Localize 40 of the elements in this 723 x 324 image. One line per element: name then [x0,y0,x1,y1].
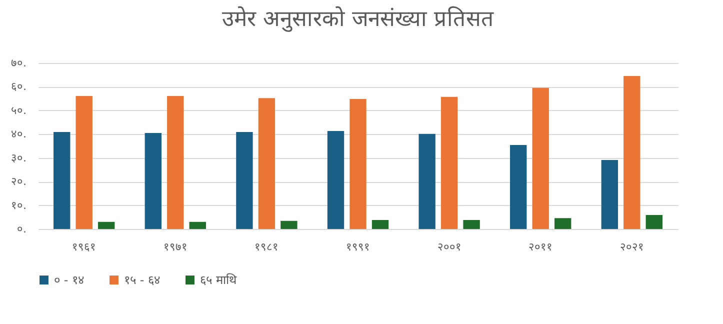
y-tick-label: ७०. [11,56,26,70]
y-tick-label: ५०. [11,104,26,117]
legend-label: ६५ माथि [200,273,237,287]
bar [463,220,480,229]
x-tick-label: १९७१ [163,240,188,254]
bar [189,222,206,229]
y-tick-label: ३०. [11,151,26,164]
bar [532,88,549,229]
legend-label: १५ - ६४ [124,273,160,287]
bar [327,131,344,229]
bar [76,96,92,229]
bar [510,145,527,229]
bar [372,220,389,229]
bar [440,96,458,229]
bar [167,96,184,229]
legend-label: ० - १४ [54,273,84,287]
x-tick-label: २००१ [437,240,462,254]
bar [236,132,253,229]
bar [98,222,115,229]
bar [601,160,618,229]
bar [258,98,276,229]
bar [646,215,662,229]
x-tick-label: १९९१ [346,240,370,254]
bar [350,99,366,229]
bar [554,218,572,229]
y-tick-label: १०. [11,198,26,212]
y-tick-label: ४०. [11,128,26,141]
bar [624,76,640,229]
chart-title: उमेर अनुसारको जनसंख्या प्रतिसत [222,6,494,32]
y-tick-label: ०. [17,222,26,236]
x-tick-label: १९८१ [254,240,279,254]
bar [280,220,298,229]
x-tick-label: २०२१ [620,240,644,254]
x-tick-label: २०११ [528,240,553,254]
bar [54,132,70,229]
x-tick-label: १९६१ [72,240,96,254]
bar [418,134,436,229]
bar [144,132,162,229]
y-tick-label: ६०. [11,80,26,94]
y-tick-label: २०. [11,175,26,188]
